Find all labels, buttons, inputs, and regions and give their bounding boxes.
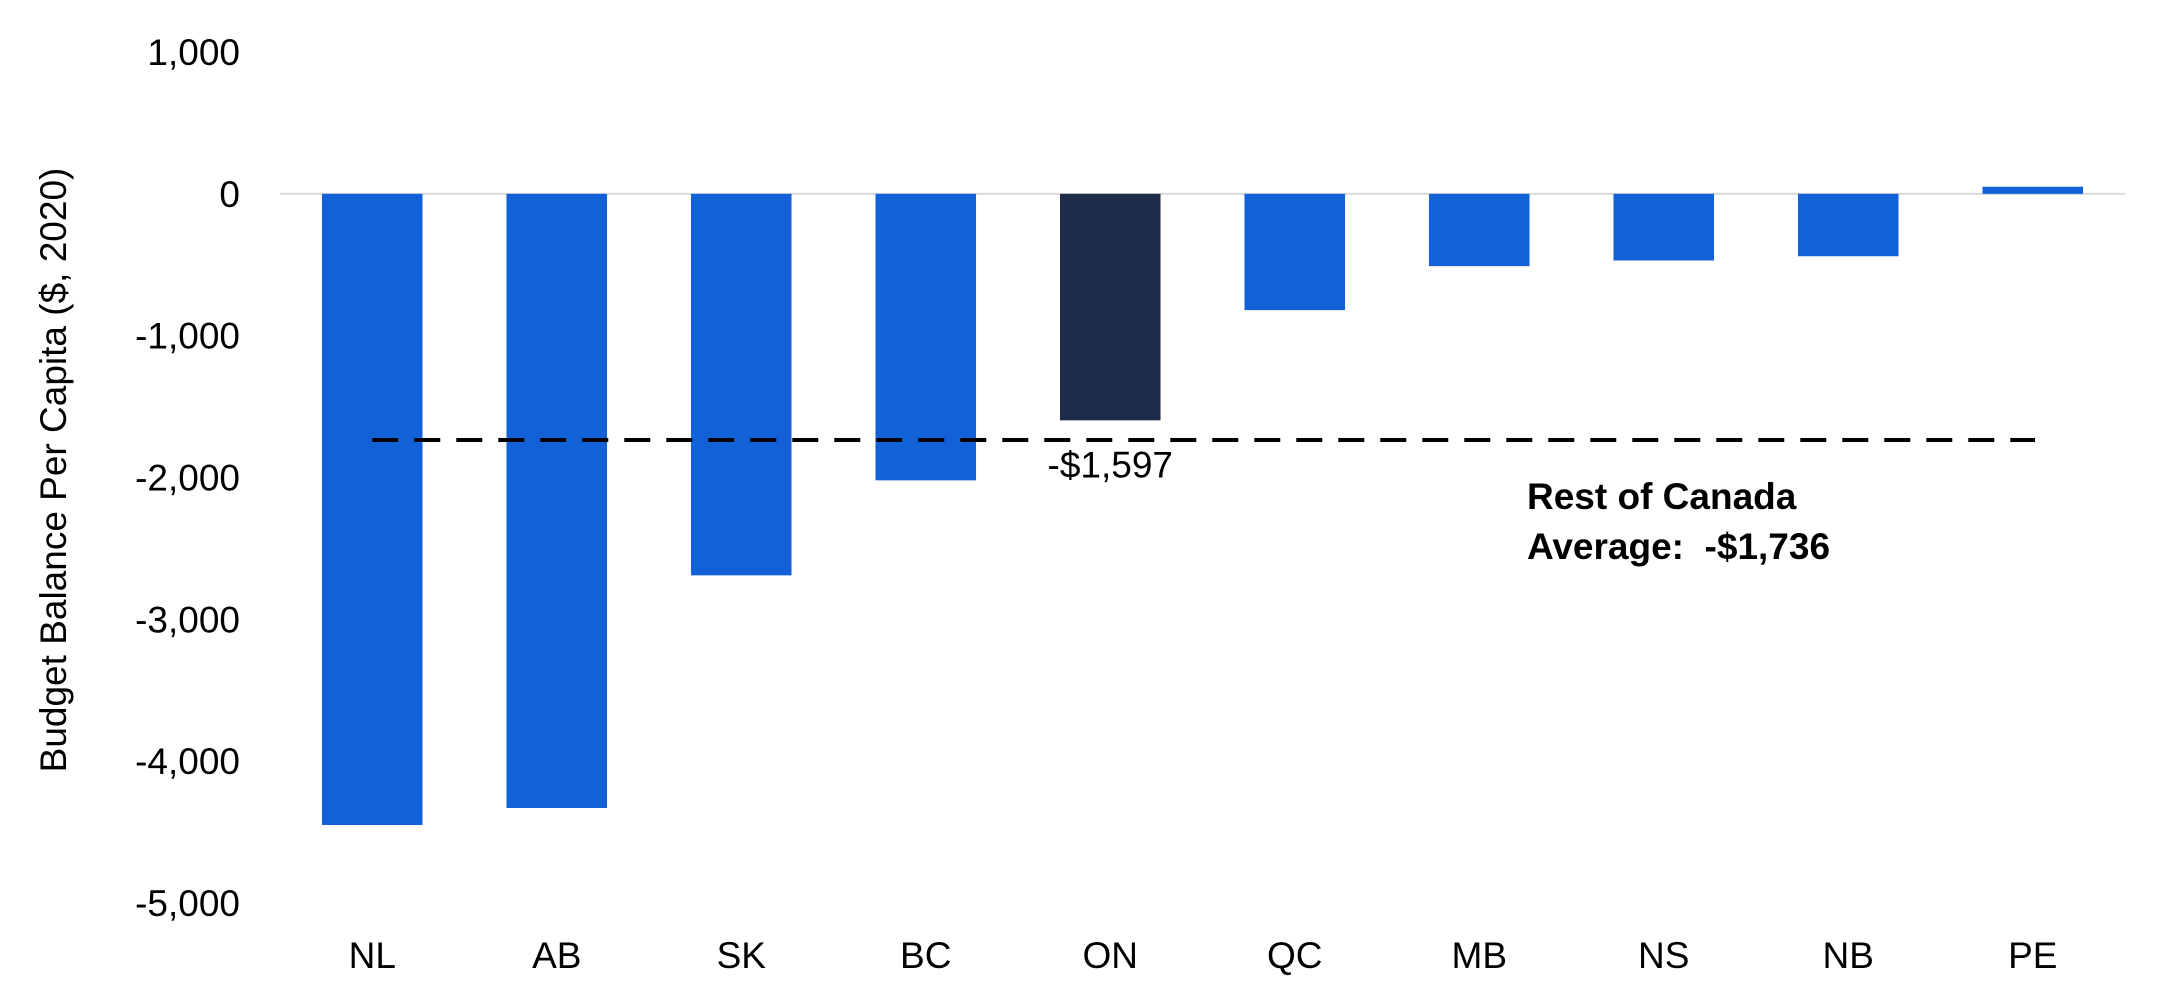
bar-nb (1797, 193, 1899, 257)
y-tick-label: -3,000 (135, 599, 240, 640)
bar-qc (1244, 193, 1346, 311)
x-tick-label: BC (900, 935, 951, 976)
x-tick-label: PE (2008, 935, 2057, 976)
average-label-line-1: Rest of Canada (1527, 476, 1797, 517)
y-tick-label: -5,000 (135, 883, 240, 924)
bar-sk (690, 193, 792, 576)
y-axis-title: Budget Balance Per Capita ($, 2020) (33, 168, 74, 773)
y-tick-label: -2,000 (135, 458, 240, 499)
y-tick-label: 1,000 (147, 32, 240, 73)
x-tick-label: AB (532, 935, 581, 976)
x-tick-label: QC (1267, 935, 1323, 976)
average-label-line-2: Average: -$1,736 (1527, 526, 1830, 567)
bar-ab (506, 193, 608, 808)
data-label-on: -$1,597 (1048, 444, 1174, 485)
bar-mb (1428, 193, 1530, 267)
y-tick-label: -4,000 (135, 741, 240, 782)
x-tick-label: ON (1083, 935, 1139, 976)
bar-nl (321, 193, 423, 825)
x-axis-ticks: NL AB SK BC ON QC MB NS NB PE (349, 935, 2058, 976)
bars (321, 186, 2084, 825)
x-tick-label: NL (349, 935, 396, 976)
bar-pe (1982, 186, 2084, 194)
x-tick-label: NB (1823, 935, 1874, 976)
y-tick-label: -1,000 (135, 316, 240, 357)
bar-ns (1613, 193, 1715, 261)
y-axis-ticks: 1,000 0 -1,000 -2,000 -3,000 -4,000 -5,000 (135, 32, 240, 924)
bar-bc (875, 193, 977, 481)
x-tick-label: NS (1638, 935, 1689, 976)
x-tick-label: MB (1452, 935, 1508, 976)
data-labels: -$1,597 (1048, 444, 1174, 485)
x-tick-label: SK (717, 935, 767, 976)
bar-on (1059, 193, 1161, 421)
y-tick-label: 0 (219, 174, 240, 215)
